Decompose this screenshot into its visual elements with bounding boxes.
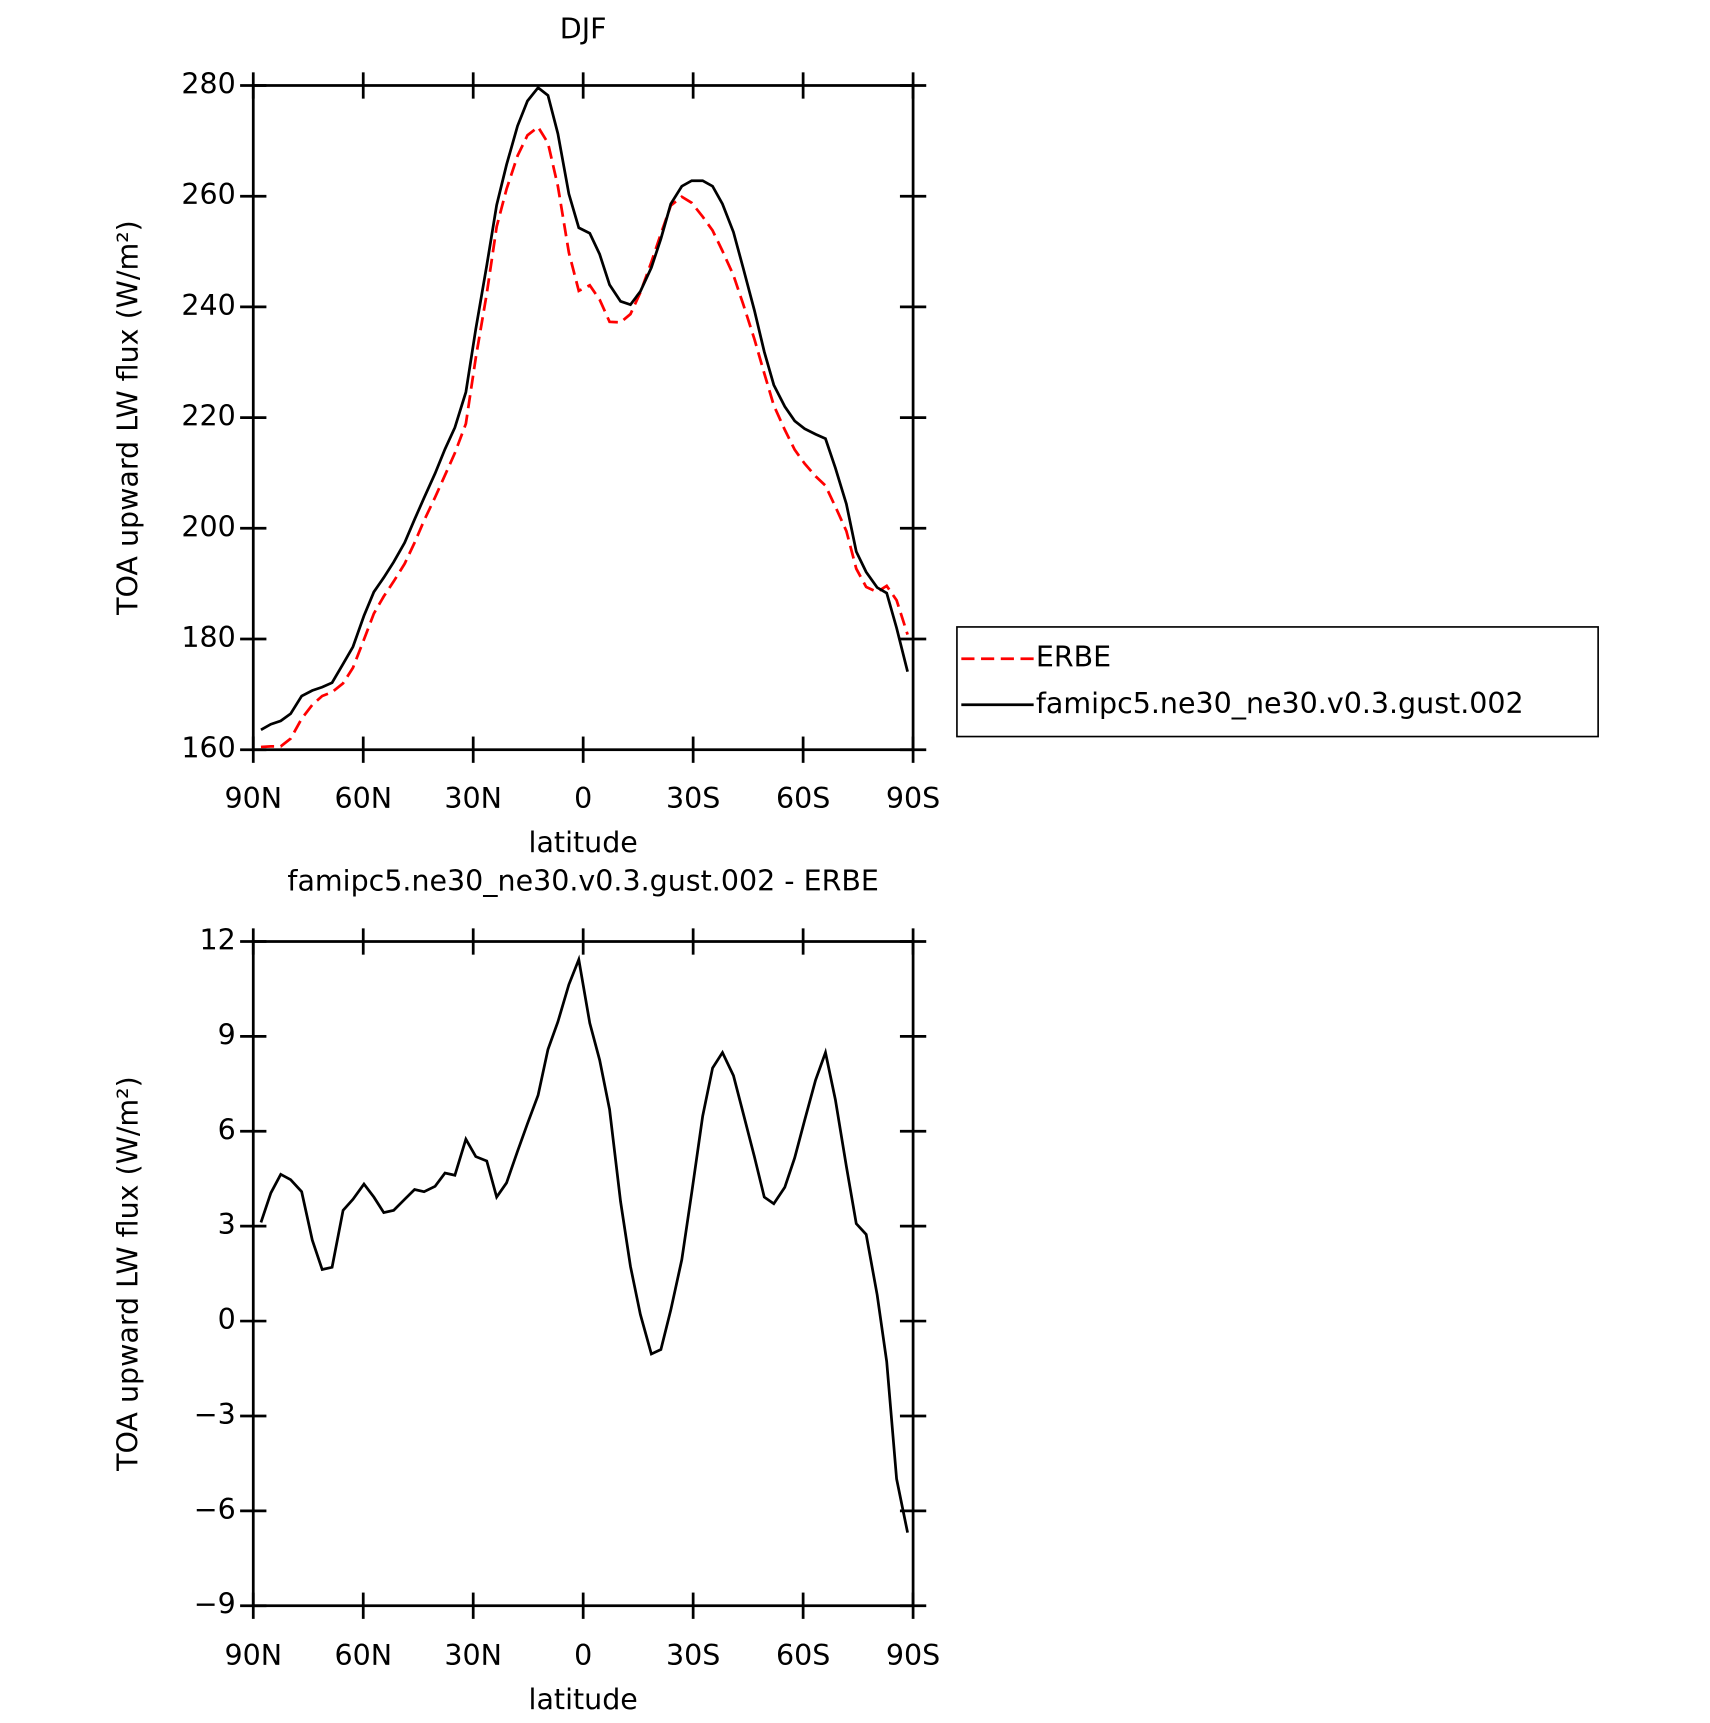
x-tick-label: 90N	[224, 782, 282, 815]
x-tick-label: 90N	[224, 1639, 282, 1672]
x-tick-label: 30S	[666, 782, 720, 815]
data-line	[259, 954, 909, 1533]
y-tick-label: 180	[181, 621, 235, 654]
legend-label: famipc5.ne30_ne30.v0.3.gust.002	[1036, 687, 1524, 720]
x-tick-label: 90S	[886, 782, 940, 815]
data-line	[260, 124, 909, 749]
legend-box	[956, 626, 1599, 738]
y-tick-label: 260	[181, 178, 235, 211]
y-axis-label: TOA upward LW flux (W/m²)	[111, 220, 144, 616]
y-tick-label: 160	[181, 732, 235, 765]
plot-frame	[251, 940, 915, 1608]
y-tick-label: −3	[194, 1398, 236, 1431]
chart-title: famipc5.ne30_ne30.v0.3.gust.002 - ERBE	[287, 864, 879, 897]
x-tick-label: 90S	[886, 1639, 940, 1672]
y-tick-label: 6	[218, 1113, 236, 1146]
y-tick-label: 3	[218, 1208, 236, 1241]
y-tick-label: 240	[181, 289, 235, 322]
x-tick-label: 60S	[776, 782, 830, 815]
y-tick-label: 9	[218, 1018, 236, 1051]
legend-label: ERBE	[1036, 641, 1111, 674]
y-tick-label: 12	[199, 924, 235, 957]
x-tick-label: 0	[574, 1639, 592, 1672]
x-axis-label: latitude	[529, 1683, 638, 1716]
x-axis-label: latitude	[529, 826, 638, 859]
data-line	[260, 85, 909, 731]
x-tick-label: 60S	[776, 1639, 830, 1672]
y-tick-label: −6	[194, 1493, 236, 1526]
y-axis-label: TOA upward LW flux (W/m²)	[111, 1076, 144, 1472]
x-tick-label: 60N	[334, 782, 392, 815]
x-tick-label: 30N	[444, 1639, 502, 1672]
x-tick-label: 0	[574, 782, 592, 815]
y-tick-label: −9	[194, 1588, 236, 1621]
x-tick-label: 30N	[444, 782, 502, 815]
chart-title: DJF	[560, 13, 607, 46]
x-tick-label: 30S	[666, 1639, 720, 1672]
y-tick-label: 200	[181, 510, 235, 543]
y-tick-label: 280	[181, 67, 235, 100]
y-tick-label: 0	[218, 1303, 236, 1336]
y-tick-label: 220	[181, 400, 235, 433]
x-tick-label: 60N	[334, 1639, 392, 1672]
